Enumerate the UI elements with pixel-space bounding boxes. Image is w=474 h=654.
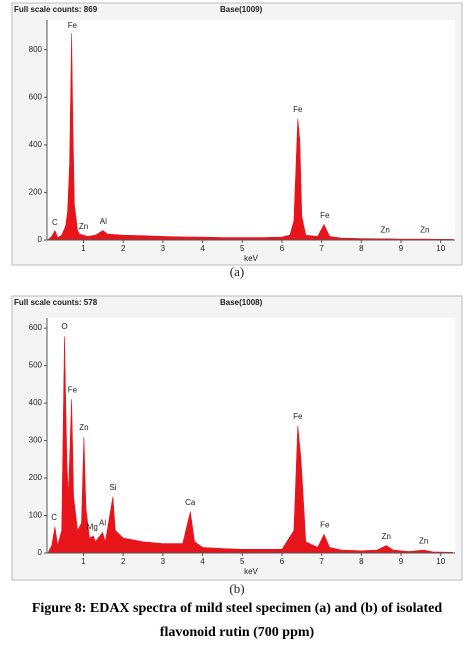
x-tick-label: 1	[81, 244, 86, 253]
y-tick-label: 0	[38, 548, 43, 557]
x-tick-label: 8	[359, 244, 364, 253]
peak-label: Ca	[185, 498, 196, 507]
x-tick-label: 5	[240, 244, 245, 253]
peak-label: Fe	[320, 211, 330, 220]
peak-label: Si	[109, 483, 116, 492]
peak-label: Zn	[79, 423, 88, 432]
x-tick-label: 3	[161, 244, 166, 253]
header-left: Full scale counts: 578	[14, 298, 98, 307]
x-tick-label: 10	[436, 557, 445, 566]
peak-label: Mg	[87, 522, 98, 531]
y-tick-label: 300	[29, 436, 43, 445]
x-tick-label: 5	[240, 557, 245, 566]
header-left: Full scale counts: 869	[14, 5, 98, 14]
peak-label: C	[52, 218, 58, 227]
x-tick-label: 6	[280, 557, 285, 566]
peak-label: Al	[99, 519, 106, 528]
y-tick-label: 0	[38, 235, 43, 244]
x-tick-label: 9	[399, 557, 404, 566]
peak-label: Zn	[380, 225, 389, 234]
caption: flavonoid rutin (700 ppm)	[160, 625, 315, 640]
peak-label: Fe	[68, 21, 78, 30]
x-axis-label: keV	[244, 567, 258, 576]
x-tick-label: 6	[280, 244, 285, 253]
x-tick-label: 2	[121, 244, 126, 253]
peak-label: Zn	[420, 225, 429, 234]
y-tick-label: 400	[29, 398, 43, 407]
y-tick-label: 600	[29, 323, 43, 332]
x-tick-label: 1	[81, 557, 86, 566]
peak-label: Fe	[293, 412, 303, 421]
x-tick-label: 2	[121, 557, 126, 566]
peak-label: Fe	[68, 386, 78, 395]
peak-label: C	[51, 513, 57, 522]
y-tick-label: 800	[29, 45, 43, 54]
peak-label: Zn	[419, 536, 428, 545]
plot-area	[47, 318, 455, 553]
caption: Figure 8: EDAX spectra of mild steel spe…	[32, 601, 443, 616]
y-tick-label: 100	[29, 511, 43, 520]
x-axis-label: keV	[244, 254, 258, 263]
panel-label: (a)	[230, 264, 244, 279]
peak-label: Al	[100, 217, 107, 226]
y-tick-label: 200	[29, 473, 43, 482]
header-right: Base(1008)	[220, 298, 263, 307]
plot-area	[47, 20, 455, 240]
peak-label: Fe	[320, 521, 330, 530]
x-tick-label: 7	[319, 557, 324, 566]
spectrum	[47, 33, 453, 241]
y-tick-label: 200	[29, 188, 43, 197]
header-right: Base(1009)	[220, 5, 263, 14]
peak-label: O	[61, 322, 67, 331]
x-tick-label: 9	[399, 244, 404, 253]
x-tick-label: 10	[436, 244, 445, 253]
x-tick-label: 7	[319, 244, 324, 253]
peak-label: Zn	[79, 222, 88, 231]
spectrum	[47, 336, 453, 554]
y-tick-label: 500	[29, 361, 43, 370]
peak-label: Zn	[382, 532, 391, 541]
x-tick-label: 4	[200, 557, 205, 566]
x-tick-label: 3	[161, 557, 166, 566]
x-tick-label: 8	[359, 557, 364, 566]
x-tick-label: 4	[200, 244, 205, 253]
y-tick-label: 400	[29, 140, 43, 149]
panel-label: (b)	[229, 581, 244, 596]
peak-label: Fe	[293, 105, 303, 114]
y-tick-label: 600	[29, 92, 43, 101]
